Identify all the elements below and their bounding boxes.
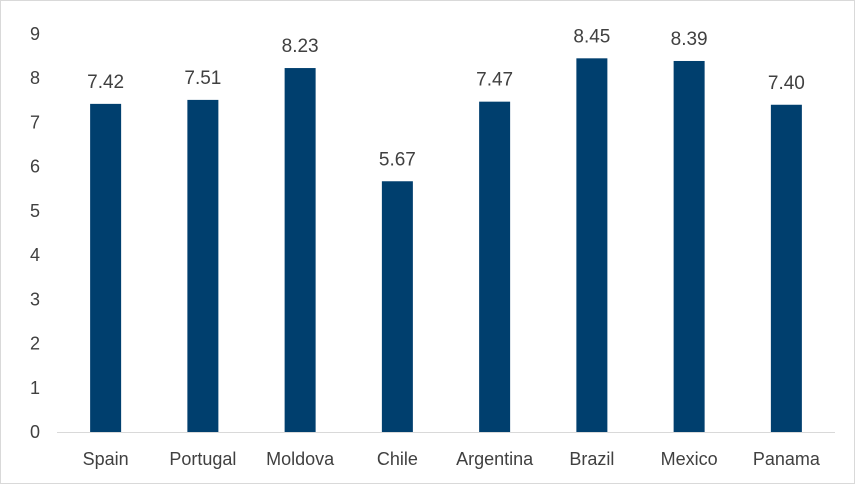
- category-label: Chile: [377, 449, 418, 469]
- bar-value-label: 8.39: [671, 29, 708, 50]
- bar: [284, 68, 316, 432]
- y-tick-label: 9: [30, 24, 40, 44]
- category-label: Brazil: [569, 449, 614, 469]
- data-labels: 7.42 7.51 8.23 5.67 7.47 8.45 8.39 7.40: [87, 26, 805, 170]
- bar: [479, 101, 511, 432]
- y-tick-label: 3: [30, 289, 40, 309]
- bar: [90, 103, 122, 433]
- bar-value-label: 5.67: [379, 149, 416, 170]
- y-axis-ticks: 0 1 2 3 4 5 6 7 8 9: [30, 24, 40, 442]
- y-tick-label: 5: [30, 201, 40, 221]
- y-tick-label: 8: [30, 68, 40, 88]
- category-label: Moldova: [266, 449, 335, 469]
- y-tick-label: 1: [30, 378, 40, 398]
- bar-value-label: 7.47: [476, 70, 513, 91]
- category-label: Mexico: [661, 449, 718, 469]
- bar: [770, 104, 802, 432]
- category-label: Spain: [83, 449, 129, 469]
- bar-value-label: 8.45: [573, 26, 610, 47]
- y-tick-label: 7: [30, 112, 40, 132]
- category-labels: Spain Portugal Moldova Chile Argentina Brazil…: [83, 449, 821, 469]
- bar-value-label: 7.42: [87, 72, 124, 93]
- category-label: Panama: [753, 449, 821, 469]
- y-tick-label: 4: [30, 245, 40, 265]
- category-label: Portugal: [169, 449, 236, 469]
- bar: [576, 58, 608, 432]
- bars: [90, 58, 802, 433]
- bar: [673, 60, 705, 432]
- bar: [381, 181, 413, 432]
- bar-value-label: 7.40: [768, 73, 805, 94]
- y-tick-label: 0: [30, 422, 40, 442]
- category-label: Argentina: [456, 449, 534, 469]
- y-tick-label: 6: [30, 157, 40, 177]
- y-tick-label: 2: [30, 334, 40, 354]
- bar-value-label: 8.23: [282, 36, 319, 57]
- bar-value-label: 7.51: [184, 68, 221, 89]
- bar: [187, 99, 219, 432]
